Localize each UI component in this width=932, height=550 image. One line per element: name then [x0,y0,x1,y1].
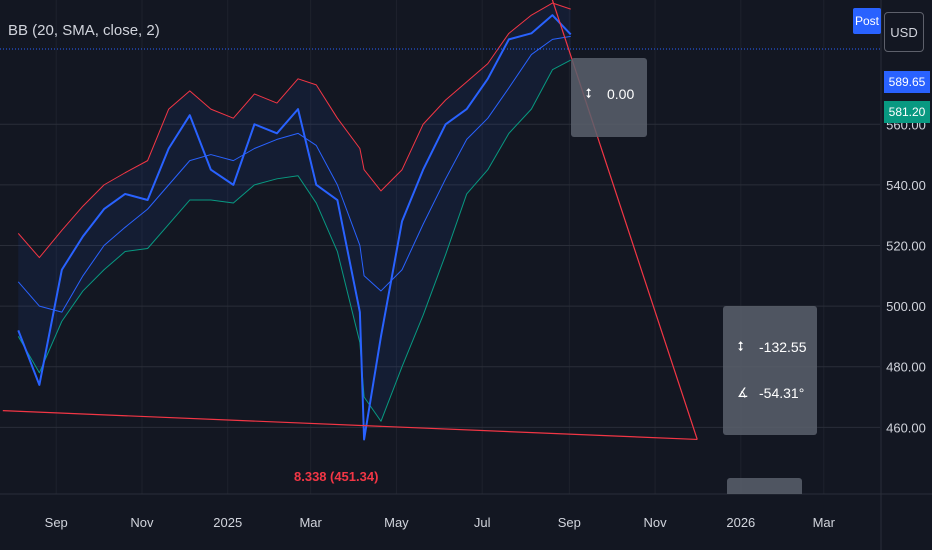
measure-large-price-change: -132.55 [759,339,807,355]
x-tick-label: Sep [45,515,68,530]
lower-band-price-tag: 581.20 [884,101,930,123]
last-price-tag: 589.65 [884,71,930,93]
x-tick-label: May [384,515,409,530]
measure-small-price-change: 0.00 [607,86,635,102]
x-tick-label: 2026 [726,515,755,530]
y-tick-label: 480.00 [886,360,926,375]
price-range-icon: ⭥ [737,339,745,354]
x-tick-label: Mar [813,515,836,530]
x-tick-label: Nov [644,515,668,530]
upper-band-line [17,2,571,259]
measure-tooltip-small[interactable]: ⭥ 0.00 [571,58,647,137]
price-line [17,14,572,441]
bollinger-bands [17,2,572,441]
x-tick-label: Nov [130,515,154,530]
angle-icon: ∡ [737,385,749,400]
y-tick-label: 500.00 [886,299,926,314]
measure-tooltip-large[interactable]: ⭥ -132.55 ∡ -54.31° [723,306,817,435]
price-range-icon: ⭥ [585,86,593,101]
x-axis: Sep Nov 2025 Mar May Jul Sep Nov 2026 Mar [45,515,836,530]
low-annotation: (451.34) [330,469,378,484]
measure-large-angle: -54.31° [759,385,805,401]
basis-line [17,35,571,313]
trend-line [551,0,698,440]
trend-lines[interactable] [2,0,698,441]
post-button[interactable]: Post [853,8,881,34]
indicator-label[interactable]: BB (20, SMA, close, 2) [8,22,160,39]
currency-button[interactable]: USD [884,12,924,52]
y-tick-label: 540.00 [886,178,926,193]
x-tick-label: Mar [299,515,322,530]
x-tick-label: Jul [474,515,491,530]
x-tick-label: Sep [558,515,581,530]
y-tick-label: 520.00 [886,238,926,253]
measure-tooltip-partial[interactable] [727,478,802,494]
low-annotation-value: 8.338 [294,469,327,484]
x-tick-label: 2025 [213,515,242,530]
y-tick-label: 460.00 [886,420,926,435]
lower-band-line [17,59,571,422]
trend-line [2,410,698,441]
